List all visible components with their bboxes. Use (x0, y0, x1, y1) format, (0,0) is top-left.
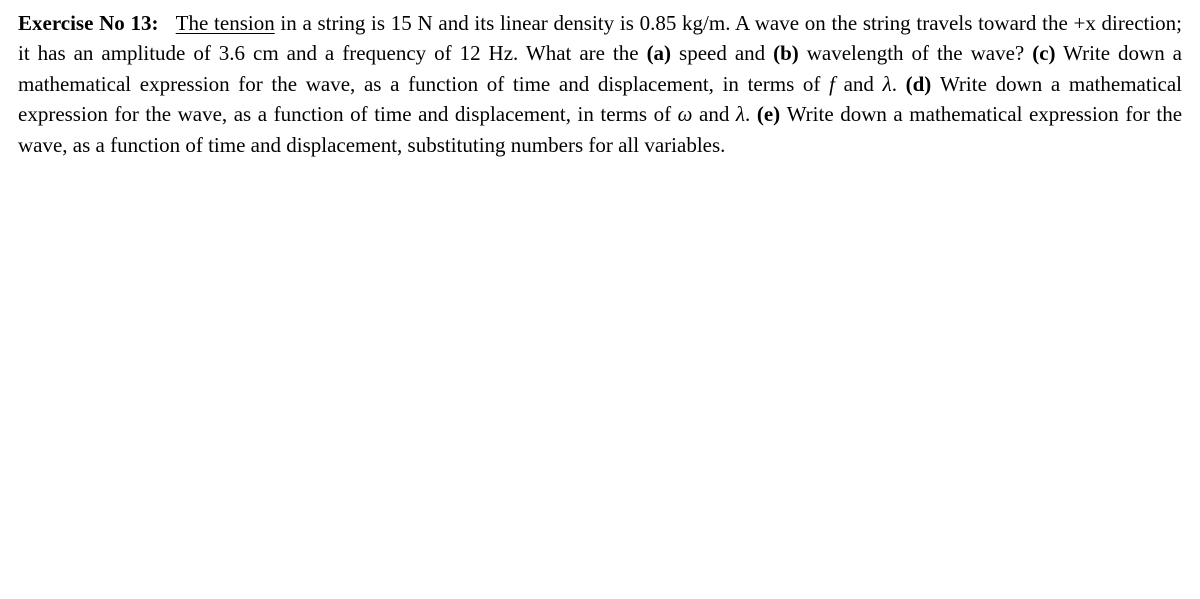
part-b-label: (b) (773, 41, 799, 65)
exercise-paragraph: Exercise No 13: The tension in a string … (18, 8, 1182, 160)
variable-lambda-2: λ (736, 102, 745, 126)
variable-lambda-1: λ (883, 72, 892, 96)
part-a-label: (a) (647, 41, 672, 65)
part-e-label: (e) (757, 102, 780, 126)
exercise-body-9: . (745, 102, 757, 126)
exercise-body-6: . (892, 72, 906, 96)
exercise-body-2: speed and (671, 41, 773, 65)
part-d-label: (d) (906, 72, 932, 96)
exercise-body-1 (164, 11, 175, 35)
exercise-body-3: wavelength of the wave? (799, 41, 1032, 65)
exercise-body-1a: The tension (176, 11, 275, 35)
exercise-title: Exercise No 13: (18, 11, 159, 35)
part-c-label: (c) (1032, 41, 1055, 65)
variable-omega: ω (678, 102, 693, 126)
exercise-body-5: and (835, 72, 883, 96)
exercise-body-8: and (693, 102, 736, 126)
